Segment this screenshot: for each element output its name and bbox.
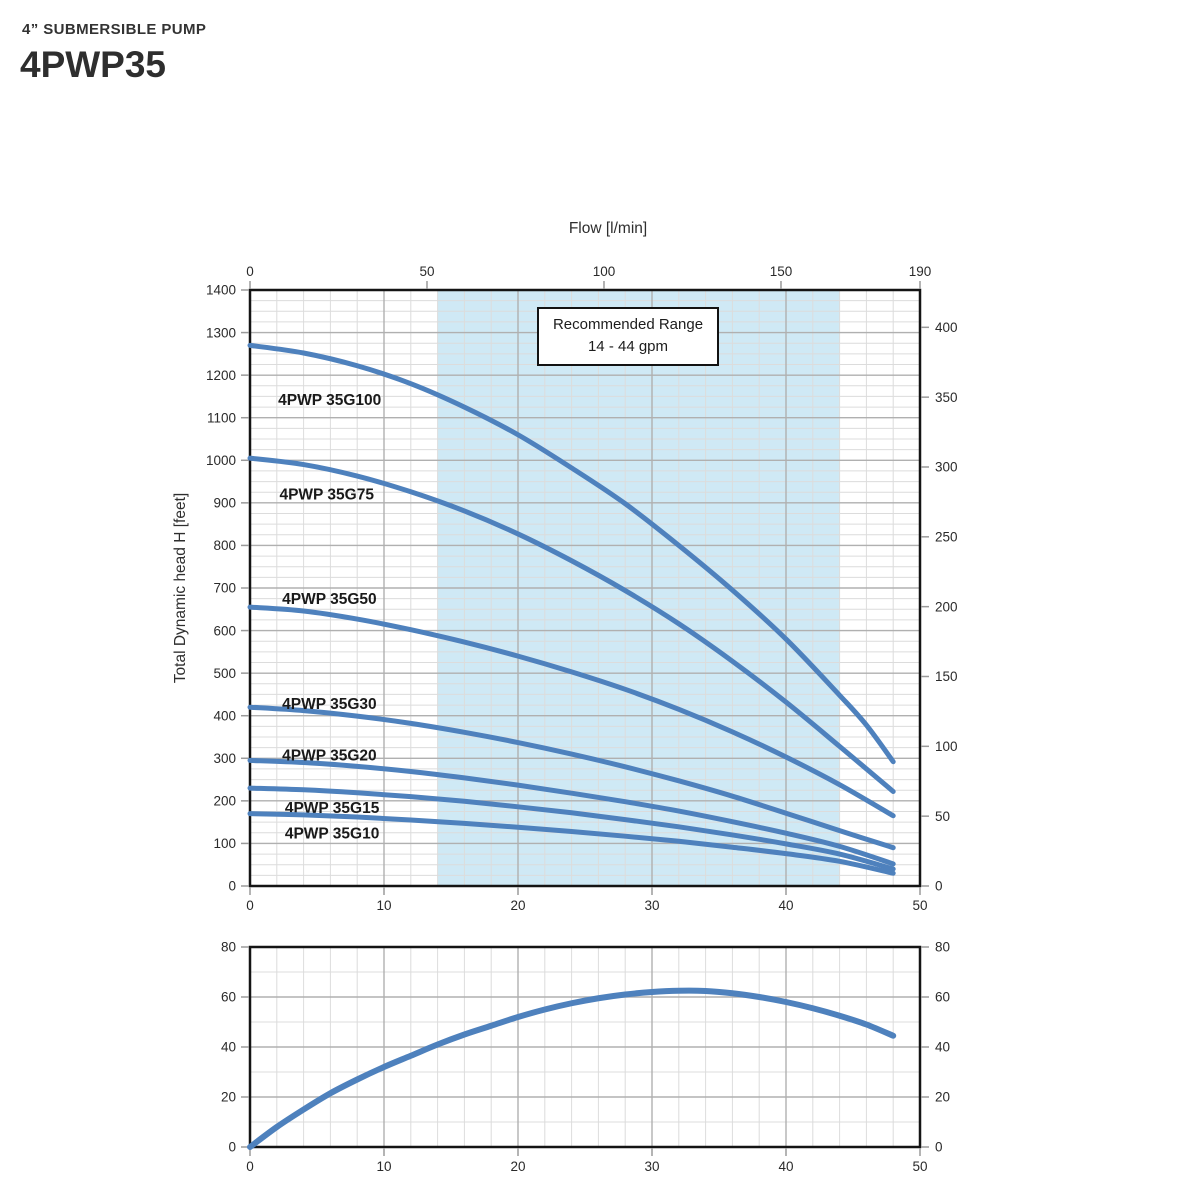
left-axis-tick-label: 1100 xyxy=(207,410,236,425)
curve-label: 4PWP 35G20 xyxy=(282,747,377,764)
right-axis-tick-label: 250 xyxy=(935,530,958,545)
right-axis-tick-label: 300 xyxy=(935,460,958,475)
right-axis-tick-label: 0 xyxy=(935,879,943,894)
pump-curve xyxy=(247,987,897,1150)
bottom-axis-tick-label: 0 xyxy=(246,1159,254,1174)
right-axis-tick-label: 80 xyxy=(935,940,950,955)
right-axis-tick-label: 150 xyxy=(935,669,958,684)
pump-curve xyxy=(247,811,896,876)
left-axis-tick-label: 900 xyxy=(213,496,236,511)
recommended-range-value: 14 - 44 gpm xyxy=(587,337,669,355)
bottom-axis-tick-label: 40 xyxy=(778,1159,793,1174)
left-axis-tick-label: 1000 xyxy=(206,453,236,468)
bottom-axis-tick-label: 30 xyxy=(644,1159,659,1174)
left-axis-tick-label: 0 xyxy=(228,1140,236,1155)
top-axis-tick-label: 190 xyxy=(909,264,932,279)
curve-label: 4PWP 35G50 xyxy=(282,591,377,608)
bottom-axis-tick-label: 20 xyxy=(510,898,525,913)
pump-curve xyxy=(247,342,896,765)
left-axis-tick-label: 300 xyxy=(213,751,236,766)
left-axis-tick-label: 80 xyxy=(221,940,236,955)
curve-label: 4PWP 35G30 xyxy=(282,696,377,713)
head-flow-chart: 0100200300400500600700800900100011001200… xyxy=(206,264,958,913)
bottom-axis-tick-label: 10 xyxy=(376,1159,391,1174)
recommended-range-title: Recommended Range xyxy=(552,316,704,333)
left-axis-tick-label: 100 xyxy=(213,836,236,851)
top-axis-tick-label: 100 xyxy=(593,264,616,279)
left-axis-tick-label: 500 xyxy=(213,666,236,681)
left-axis-tick-label: 800 xyxy=(213,538,236,553)
right-axis-tick-label: 60 xyxy=(935,990,950,1005)
y-axis-title: Total Dynamic head H [feet] xyxy=(172,492,189,684)
bottom-axis-tick-label: 40 xyxy=(778,898,793,913)
left-axis-tick-label: 700 xyxy=(213,581,236,596)
top-axis-tick-label: 50 xyxy=(419,264,434,279)
pump-curve xyxy=(247,604,896,819)
left-axis-tick-label: 1200 xyxy=(206,368,236,383)
plot-border xyxy=(248,945,922,1149)
page-title: 4PWP35 xyxy=(20,44,167,85)
header-subtitle: 4” SUBMERSIBLE PUMP xyxy=(22,21,207,38)
curve-label: 4PWP 35G15 xyxy=(285,800,380,817)
pump-curve xyxy=(247,785,896,872)
pump-curve xyxy=(247,704,896,851)
left-axis-tick-label: 40 xyxy=(221,1040,236,1055)
curve-label: 4PWP 35G10 xyxy=(285,825,380,842)
right-axis-tick-label: 350 xyxy=(935,390,958,405)
curve-label: 4PWP 35G75 xyxy=(279,486,374,503)
bottom-axis-tick-label: 0 xyxy=(246,898,254,913)
left-axis-tick-label: 0 xyxy=(228,879,236,894)
pump-curve xyxy=(247,455,896,794)
plot-border xyxy=(248,288,922,888)
right-axis-tick-label: 100 xyxy=(935,739,958,754)
left-axis-tick-label: 200 xyxy=(213,794,236,809)
left-axis-tick-label: 400 xyxy=(213,708,236,723)
left-axis-tick-label: 600 xyxy=(213,623,236,638)
curve-label: 4PWP 35G100 xyxy=(278,392,381,409)
bottom-axis-tick-label: 30 xyxy=(644,898,659,913)
top-axis-title: Flow [l/min] xyxy=(568,220,648,237)
pump-curve xyxy=(247,757,896,867)
right-axis-tick-label: 40 xyxy=(935,1040,950,1055)
bottom-axis-tick-label: 10 xyxy=(376,898,391,913)
left-axis-tick-label: 1300 xyxy=(206,325,236,340)
right-axis-tick-label: 200 xyxy=(935,599,958,614)
recommended-range-box: Recommended Range 14 - 44 gpm xyxy=(537,307,719,366)
efficiency-chart: 0 20 40 60 80 0 20 40 60 80 0 10 20 30 40 50 xyxy=(221,940,950,1174)
top-axis-tick-label: 150 xyxy=(770,264,793,279)
top-axis-tick-label: 0 xyxy=(246,264,254,279)
left-axis-tick-label: 1400 xyxy=(206,283,236,298)
bottom-axis-tick-label: 50 xyxy=(912,898,927,913)
right-axis-tick-label: 50 xyxy=(935,809,950,824)
right-axis-tick-label: 0 xyxy=(935,1140,943,1155)
right-axis-tick-label: 20 xyxy=(935,1090,950,1105)
right-axis-tick-label: 400 xyxy=(935,320,958,335)
left-axis-tick-label: 60 xyxy=(221,990,236,1005)
bottom-axis-tick-label: 20 xyxy=(510,1159,525,1174)
bottom-axis-tick-label: 50 xyxy=(912,1159,927,1174)
left-axis-tick-label: 20 xyxy=(221,1090,236,1105)
